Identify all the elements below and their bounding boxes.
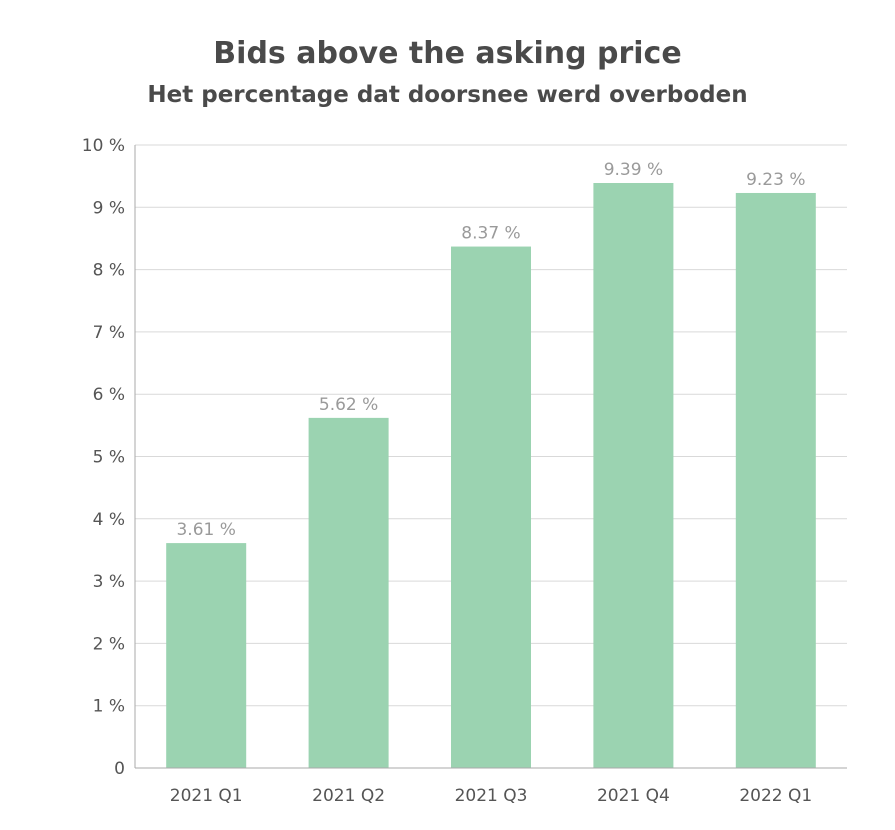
x-tick-label: 2021 Q1 xyxy=(170,786,243,806)
chart-subtitle: Het percentage dat doorsnee werd overbod… xyxy=(147,82,748,108)
bar xyxy=(451,246,531,768)
x-tick-label: 2022 Q1 xyxy=(739,786,812,806)
bar xyxy=(735,192,816,768)
y-tick-label: 1 % xyxy=(93,697,125,717)
data-label: 9.23 % xyxy=(746,170,805,190)
y-tick-label: 6 % xyxy=(93,385,125,405)
bar xyxy=(593,183,674,769)
y-tick-label: 8 % xyxy=(93,261,125,281)
data-label: 3.61 % xyxy=(176,520,235,540)
bar xyxy=(308,417,389,768)
data-label: 5.62 % xyxy=(319,395,378,415)
y-tick-label: 0 xyxy=(114,759,125,779)
bars xyxy=(166,183,816,769)
data-label: 8.37 % xyxy=(461,224,520,244)
chart-title: Bids above the asking price xyxy=(213,36,682,71)
y-tick-label: 7 % xyxy=(93,323,125,343)
x-tick-label: 2021 Q3 xyxy=(455,786,528,806)
data-label: 9.39 % xyxy=(604,160,663,180)
y-tick-label: 4 % xyxy=(93,510,125,530)
y-tick-label: 3 % xyxy=(93,572,125,592)
y-tick-label: 9 % xyxy=(93,198,125,218)
y-tick-label: 10 % xyxy=(82,136,125,156)
y-tick-label: 5 % xyxy=(93,448,125,468)
data-labels: 3.61 % 5.62 % 8.37 % 9.39 % 9.23 % xyxy=(176,160,805,540)
x-tick-label: 2021 Q4 xyxy=(597,786,670,806)
y-axis-ticks: 0 1 % 2 % 3 % 4 % 5 % 6 % 7 % 8 % 9 % 10 % xyxy=(82,136,125,779)
x-axis-ticks: 2021 Q1 2021 Q2 2021 Q3 2021 Q4 2022 Q1 xyxy=(170,786,812,806)
y-tick-label: 2 % xyxy=(93,634,125,654)
bar xyxy=(166,543,247,768)
axes xyxy=(134,145,847,769)
x-tick-label: 2021 Q2 xyxy=(312,786,385,806)
